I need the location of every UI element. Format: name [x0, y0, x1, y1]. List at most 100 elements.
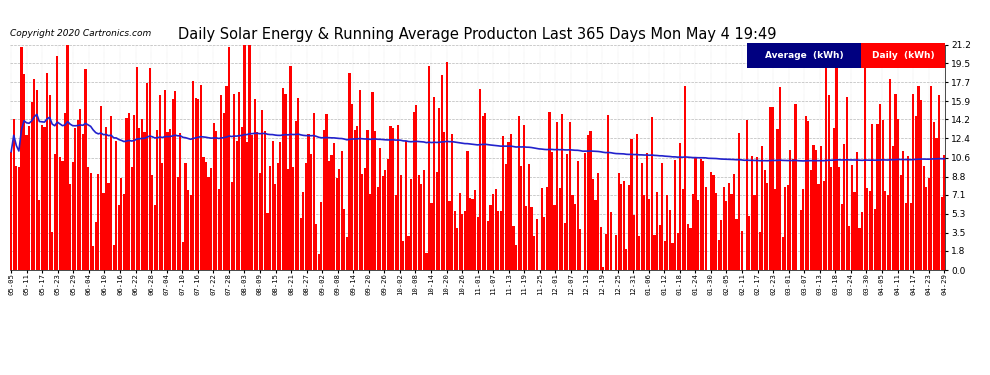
Bar: [789, 150, 791, 270]
Bar: [710, 171, 712, 270]
Bar: [620, 184, 623, 270]
Bar: [164, 90, 166, 270]
Bar: [841, 204, 842, 270]
Bar: [423, 170, 425, 270]
Bar: [623, 181, 625, 270]
Bar: [779, 87, 781, 270]
Bar: [523, 125, 525, 270]
Bar: [689, 228, 691, 270]
Bar: [213, 123, 215, 270]
Bar: [153, 205, 155, 270]
Bar: [610, 211, 612, 270]
Bar: [650, 117, 653, 270]
Bar: [492, 194, 494, 270]
Bar: [305, 163, 307, 270]
Bar: [400, 175, 402, 270]
Bar: [356, 126, 358, 270]
Bar: [461, 214, 463, 270]
Bar: [358, 90, 361, 270]
Bar: [818, 184, 820, 270]
Bar: [18, 168, 20, 270]
Text: Daily  (kWh): Daily (kWh): [872, 51, 935, 60]
Bar: [189, 195, 192, 270]
Bar: [126, 118, 128, 270]
Bar: [161, 163, 163, 270]
Bar: [569, 122, 571, 270]
Bar: [587, 135, 589, 270]
Bar: [271, 141, 273, 270]
Bar: [410, 180, 412, 270]
Bar: [453, 211, 455, 270]
Bar: [869, 190, 871, 270]
Bar: [902, 152, 904, 270]
Bar: [505, 164, 507, 270]
Bar: [15, 166, 18, 270]
Bar: [936, 138, 938, 270]
Bar: [318, 254, 320, 270]
Bar: [639, 236, 641, 270]
Bar: [328, 161, 330, 270]
Bar: [605, 234, 607, 270]
Bar: [884, 190, 886, 270]
Bar: [366, 130, 368, 270]
Bar: [233, 94, 236, 270]
Bar: [500, 211, 502, 270]
Bar: [376, 187, 379, 270]
Bar: [661, 163, 663, 270]
Bar: [313, 113, 315, 270]
Bar: [158, 95, 161, 270]
Bar: [79, 109, 81, 270]
Bar: [331, 154, 333, 270]
Bar: [458, 193, 460, 270]
Bar: [463, 211, 466, 270]
Bar: [297, 98, 299, 270]
Bar: [33, 80, 36, 270]
Bar: [220, 95, 223, 270]
Bar: [723, 187, 725, 270]
Bar: [907, 156, 910, 270]
Bar: [836, 61, 838, 270]
Bar: [363, 168, 366, 270]
Bar: [838, 166, 841, 270]
Bar: [702, 161, 704, 270]
Bar: [553, 205, 555, 270]
Bar: [933, 122, 935, 270]
Bar: [258, 173, 261, 270]
Bar: [46, 73, 49, 270]
Bar: [261, 110, 263, 270]
Bar: [205, 162, 207, 270]
Bar: [848, 226, 850, 270]
Bar: [781, 237, 784, 270]
Bar: [856, 152, 858, 270]
Bar: [574, 204, 576, 270]
Bar: [26, 135, 28, 270]
Bar: [484, 113, 486, 270]
Bar: [600, 226, 602, 270]
Bar: [658, 225, 660, 270]
Bar: [53, 154, 55, 270]
Bar: [858, 228, 860, 270]
Bar: [636, 134, 638, 270]
Bar: [295, 120, 297, 270]
Bar: [771, 107, 773, 270]
Bar: [571, 195, 573, 270]
Bar: [615, 235, 617, 270]
Bar: [407, 236, 410, 270]
Bar: [289, 66, 292, 270]
Bar: [663, 241, 666, 270]
Bar: [71, 162, 74, 270]
Bar: [121, 178, 123, 270]
Bar: [23, 74, 25, 270]
Bar: [97, 174, 99, 270]
Bar: [266, 213, 268, 270]
Bar: [200, 84, 202, 270]
Bar: [246, 142, 248, 270]
Bar: [387, 159, 389, 270]
Bar: [833, 128, 835, 270]
Bar: [794, 104, 797, 270]
Bar: [389, 126, 392, 270]
Bar: [556, 123, 558, 270]
Bar: [679, 144, 681, 270]
Bar: [369, 194, 371, 270]
Bar: [705, 187, 707, 270]
